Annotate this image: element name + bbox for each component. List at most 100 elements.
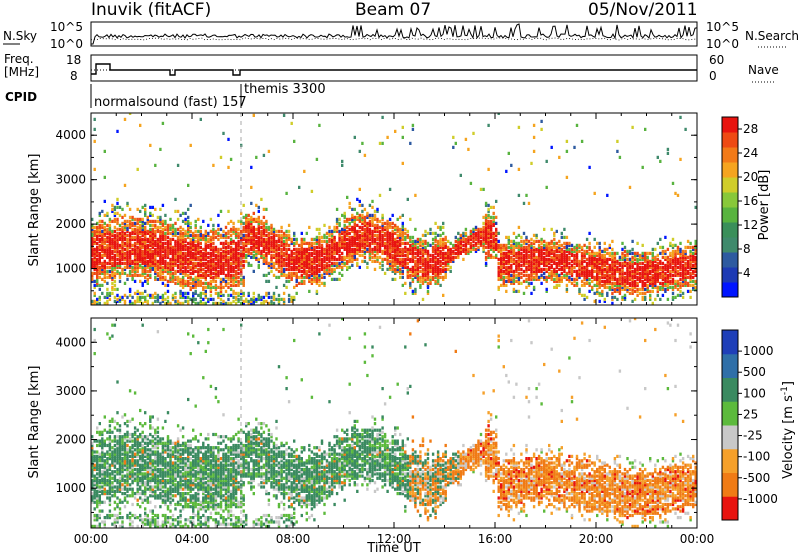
- heatmap-cell: [98, 225, 101, 229]
- heatmap-cell: [517, 253, 521, 257]
- heatmap-cell: [118, 295, 122, 299]
- heatmap-cell: [151, 267, 154, 271]
- heatmap-cell: [96, 233, 99, 237]
- heatmap-cell: [91, 257, 94, 261]
- power-heatmap-data: [91, 113, 697, 305]
- heatmap-cell: [363, 259, 367, 263]
- heatmap-cell: [277, 257, 281, 261]
- heatmap-cell: [363, 251, 367, 255]
- heatmap-cell: [212, 263, 215, 267]
- heatmap-cell: [452, 135, 455, 139]
- heatmap-cell: [560, 235, 563, 239]
- heatmap-cell: [113, 253, 117, 257]
- heatmap-cell: [353, 215, 356, 219]
- heatmap-cell: [179, 237, 182, 241]
- heatmap-cell: [512, 271, 516, 275]
- heatmap-cell: [644, 281, 647, 285]
- heatmap-cell: [431, 263, 435, 267]
- heatmap-cell: [174, 291, 177, 295]
- heatmap-cell: [591, 269, 594, 273]
- heatmap-cell: [573, 261, 576, 265]
- heatmap-cell: [298, 257, 301, 261]
- heatmap-cell: [209, 269, 213, 273]
- heatmap-cell: [449, 255, 452, 259]
- heatmap-cell: [219, 285, 223, 289]
- heatmap-cell: [181, 291, 185, 295]
- heatmap-cell: [308, 263, 311, 267]
- heatmap-cell: [262, 231, 266, 235]
- heatmap-cell: [510, 245, 513, 249]
- heatmap-cell: [598, 291, 601, 295]
- heatmap-cell: [108, 231, 112, 235]
- heatmap-cell: [116, 269, 119, 273]
- heatmap-cell: [502, 283, 505, 287]
- heatmap-cell: [580, 261, 584, 265]
- heatmap-cell: [570, 281, 574, 285]
- heatmap-cell: [631, 255, 634, 259]
- heatmap-cell: [505, 269, 508, 273]
- heatmap-cell: [484, 245, 488, 249]
- heatmap-cell: [126, 251, 129, 255]
- heatmap-cell: [323, 235, 326, 239]
- heatmap-cell: [154, 275, 157, 279]
- heatmap-cell: [388, 249, 392, 253]
- heatmap-cell: [267, 261, 271, 265]
- heatmap-cell: [139, 209, 142, 213]
- heatmap-cell: [669, 253, 672, 257]
- heatmap-cell: [250, 223, 253, 227]
- heatmap-cell: [159, 235, 162, 239]
- heatmap-cell: [265, 237, 268, 241]
- heatmap-cell: [146, 261, 149, 265]
- heatmap-cell: [507, 237, 510, 241]
- heatmap-cell: [113, 257, 117, 261]
- heatmap-cell: [116, 297, 119, 301]
- heatmap-cell: [419, 237, 422, 241]
- heatmap-cell: [333, 245, 336, 249]
- heatmap-cell: [224, 235, 228, 239]
- heatmap-cell: [156, 259, 160, 263]
- heatmap-cell: [179, 277, 182, 281]
- heatmap-cell: [204, 285, 207, 289]
- heatmap-cell: [666, 147, 670, 151]
- heatmap-cell: [654, 255, 657, 259]
- heatmap-cell: [593, 283, 596, 287]
- heatmap-cell: [265, 221, 268, 225]
- heatmap-cell: [126, 255, 129, 259]
- heatmap-cell: [320, 249, 324, 253]
- heatmap-cell: [300, 261, 303, 265]
- heatmap-cell: [262, 259, 266, 263]
- heatmap-cell: [356, 215, 359, 219]
- heatmap-cell: [591, 275, 594, 279]
- heatmap-cell: [298, 259, 301, 263]
- heatmap-cell: [585, 275, 589, 279]
- heatmap-cell: [477, 247, 480, 251]
- heatmap-cell: [174, 271, 177, 275]
- heatmap-cell: [227, 259, 230, 263]
- heatmap-cell: [434, 271, 437, 275]
- heatmap-cell: [287, 273, 291, 277]
- heatmap-cell: [265, 245, 268, 249]
- heatmap-cell: [184, 229, 187, 233]
- heatmap-cell: [666, 273, 670, 277]
- heatmap-cell: [272, 295, 276, 299]
- heatmap-cell: [399, 269, 402, 273]
- heatmap-cell: [308, 247, 311, 251]
- heatmap-cell: [308, 289, 311, 293]
- heatmap-cell: [585, 249, 589, 253]
- heatmap-cell: [202, 285, 205, 289]
- heatmap-cell: [517, 247, 521, 251]
- heatmap-cell: [204, 281, 207, 285]
- heatmap-cell: [133, 273, 137, 277]
- heatmap-cell: [189, 241, 192, 245]
- heatmap-cell: [325, 267, 329, 271]
- heatmap-cell: [214, 275, 218, 279]
- heatmap-cell: [156, 251, 160, 255]
- heatmap-cell: [358, 235, 361, 239]
- heatmap-cell: [262, 153, 266, 157]
- heatmap-cell: [548, 259, 551, 263]
- heatmap-cell: [209, 265, 213, 269]
- heatmap-cell: [282, 263, 286, 267]
- heatmap-cell: [224, 245, 228, 249]
- heatmap-cell: [247, 261, 250, 265]
- heatmap-cell: [659, 245, 662, 249]
